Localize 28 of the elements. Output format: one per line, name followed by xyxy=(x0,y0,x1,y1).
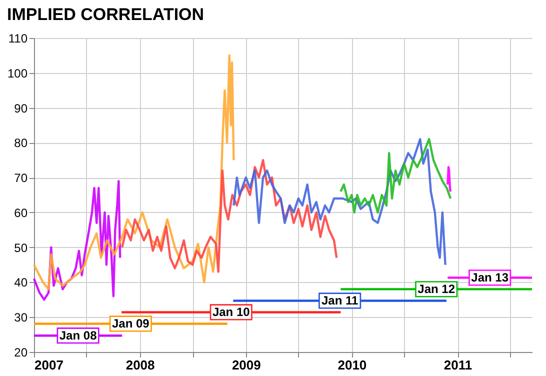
series-label: Jan 09 xyxy=(112,316,150,331)
x-tick-label: 2008 xyxy=(126,358,155,372)
y-tick-label: 110 xyxy=(8,32,28,46)
line-series xyxy=(121,159,338,273)
y-tick-label: 40 xyxy=(14,276,28,290)
series-label: Jan 10 xyxy=(212,305,250,320)
chart-title: IMPLIED CORRELATION xyxy=(6,5,204,24)
series-label: Jan 13 xyxy=(471,270,509,285)
y-tick-label: 30 xyxy=(14,310,28,325)
line-series xyxy=(32,54,235,290)
y-tick-label: 60 xyxy=(14,206,28,220)
y-tick-label: 20 xyxy=(14,346,28,360)
line-series xyxy=(232,138,446,266)
y-tick-label: 100 xyxy=(7,66,28,80)
x-tick-label: 2007 xyxy=(34,358,64,372)
series-label: Jan 12 xyxy=(418,282,456,296)
line-series xyxy=(340,138,452,214)
x-tick-label: 2009 xyxy=(232,358,261,372)
y-tick-label: 70 xyxy=(14,171,28,186)
line-series xyxy=(32,180,122,301)
line-series xyxy=(446,166,452,193)
x-tick-label: 2010 xyxy=(338,358,367,372)
y-tick-label: 80 xyxy=(14,136,28,150)
y-tick-label: 90 xyxy=(14,101,28,116)
y-tick-label: 50 xyxy=(14,240,28,255)
x-tick-label: 2011 xyxy=(444,358,472,372)
series-label: Jan 08 xyxy=(59,328,98,343)
series-label: Jan 11 xyxy=(321,294,358,308)
